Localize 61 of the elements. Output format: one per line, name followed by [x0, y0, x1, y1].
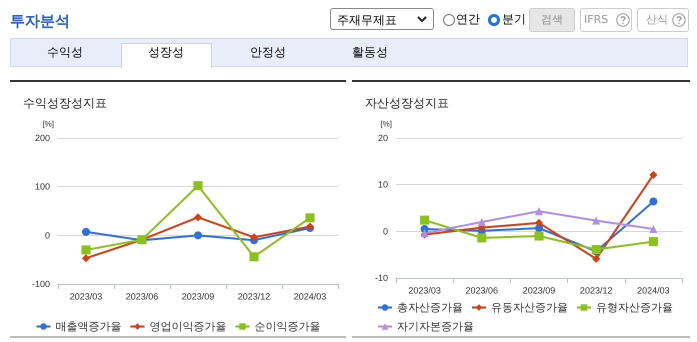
y-axis-title: [%] — [42, 120, 54, 128]
text: 연간 — [456, 11, 480, 28]
y-tick-label: 20 — [378, 133, 388, 143]
text: 안정성 — [250, 44, 286, 61]
point — [420, 216, 430, 225]
y-axis-title: [%] — [380, 120, 392, 128]
x-tick-label: 2023/09 — [182, 292, 214, 302]
text: 주재무제표 — [330, 8, 434, 30]
legend-label: 유형자산증가율 — [596, 301, 673, 314]
y-tick-label: 200 — [34, 133, 50, 143]
point — [648, 237, 658, 246]
x-tick-label: 2023/12 — [238, 292, 270, 302]
legend-label: 순이익증가율 — [254, 320, 320, 333]
point — [82, 254, 90, 262]
text: 수익성 — [47, 44, 83, 61]
y-tick-label: 0 — [382, 226, 388, 236]
point — [250, 252, 258, 262]
x-tick-label: 2023/06 — [466, 286, 498, 296]
y-tick-label: -10 — [374, 273, 388, 283]
y-tick-label: 100 — [34, 182, 50, 192]
chart-title: 자산성장성지표 — [365, 96, 449, 110]
legend-label: 유동자산증가율 — [491, 301, 568, 314]
x-tick-label: 2023/03 — [408, 286, 441, 296]
point — [535, 218, 543, 227]
x-tick-label: 2023/06 — [126, 292, 158, 302]
legend-label: 매출액증가율 — [56, 320, 122, 333]
text: IFRS — [584, 13, 608, 26]
x-tick-label: 2023/12 — [580, 286, 612, 296]
x-tick-label: 2024/03 — [294, 292, 326, 302]
x-tick-label: 2024/03 — [637, 286, 670, 296]
chart-title: 수익성장성지표 — [23, 96, 107, 110]
legend-label: 총자산증가율 — [397, 301, 463, 314]
point — [592, 216, 600, 225]
legend-label: 자기자본증가율 — [397, 320, 474, 333]
x-tick-label: 2023/09 — [522, 286, 556, 296]
point — [649, 197, 658, 206]
point — [649, 225, 658, 233]
point — [534, 232, 544, 240]
point — [194, 213, 202, 222]
text: 분기 — [502, 11, 526, 28]
point — [592, 254, 600, 263]
point — [649, 170, 658, 179]
point — [535, 207, 543, 216]
y-tick-label: 0 — [44, 230, 50, 240]
point — [478, 218, 486, 226]
text: 검색 — [529, 8, 575, 32]
point — [306, 213, 314, 222]
text: 활동성 — [352, 44, 388, 61]
text: 산식 — [646, 13, 668, 26]
y-tick-label: 10 — [378, 180, 388, 190]
text: 투자분석 — [10, 12, 70, 31]
point — [82, 228, 90, 236]
point — [194, 181, 202, 190]
point — [250, 233, 258, 242]
point — [82, 245, 90, 254]
y-tick-label: -100 — [32, 279, 50, 289]
legend-label: 영업이익증가율 — [150, 320, 226, 333]
x-tick-label: 2023/03 — [70, 292, 102, 302]
point — [194, 231, 202, 240]
text: 성장성 — [148, 44, 184, 61]
point — [477, 233, 486, 242]
